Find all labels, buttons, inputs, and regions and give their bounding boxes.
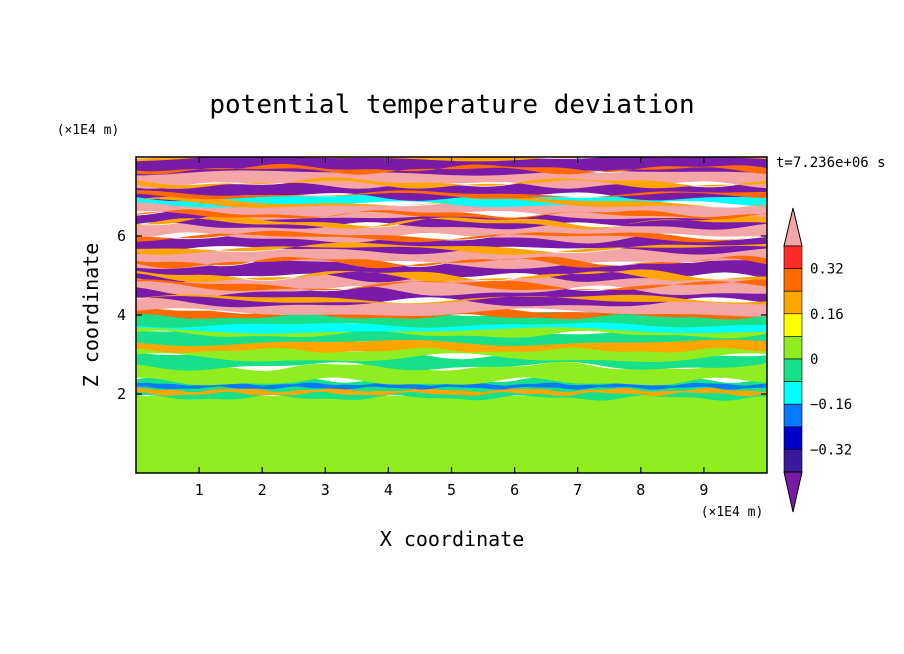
y-tick-label: 6 — [117, 227, 126, 245]
field-layer — [136, 256, 767, 283]
field-eddy — [178, 412, 232, 433]
field-layer — [136, 294, 767, 305]
x-axis-ticks: 1 2 3 4 5 6 7 8 9 — [195, 157, 708, 499]
field-layer — [136, 230, 767, 243]
colorbar-segment — [783, 403, 803, 428]
field-eddy — [619, 414, 676, 431]
colorbar-segment — [783, 358, 803, 382]
field-layer — [136, 196, 767, 208]
x-tick-label: 5 — [447, 481, 456, 499]
x-tick-label: 2 — [258, 481, 267, 499]
colorbar-arrow-bottom — [783, 471, 803, 513]
field-eddy — [222, 427, 277, 447]
colorbar-segment — [783, 245, 803, 269]
field-layer — [136, 215, 767, 230]
colorbar-segment — [783, 313, 803, 337]
field-layer — [136, 255, 767, 269]
field-eddy — [143, 441, 180, 466]
colorbar-segment — [783, 381, 803, 405]
colorbar-tick-label: 0.32 — [810, 262, 844, 278]
field-eddy — [579, 428, 627, 452]
x-tick-label: 9 — [699, 481, 708, 499]
x-tick-label: 4 — [384, 481, 393, 499]
colorbar-tick-label: 0 — [810, 352, 818, 368]
field-eddy — [667, 438, 715, 462]
field-layer — [136, 177, 767, 189]
x-tick-label: 7 — [573, 481, 582, 499]
field-eddy — [405, 409, 448, 434]
field-eddy — [713, 412, 758, 436]
field-layer — [136, 279, 767, 291]
field-layer — [136, 382, 767, 390]
field-eddy — [536, 417, 581, 441]
colorbar-tick-label: 0.16 — [810, 307, 844, 323]
x-axis-label: X coordinate — [380, 527, 525, 551]
field-layer — [136, 163, 767, 175]
field-layer — [136, 387, 767, 397]
colorbar-segment — [783, 268, 803, 292]
y-tick-label: 2 — [117, 385, 126, 403]
field-layer — [136, 242, 767, 255]
y-axis-ticks: 2 4 6 — [117, 227, 767, 403]
field-layer — [136, 269, 767, 283]
field-eddy — [274, 419, 314, 444]
field-eddy — [312, 414, 364, 436]
field-layer — [136, 361, 767, 386]
x-tick-label: 1 — [195, 481, 204, 499]
field-layer — [136, 209, 767, 220]
field-layer — [136, 190, 767, 200]
y-axis-label: Z coordinate — [79, 243, 103, 388]
chart-title: potential temperature deviation — [209, 90, 694, 120]
colorbar-arrow-top — [783, 207, 803, 247]
colorbar-segment — [783, 336, 803, 360]
colorbar-tick-label: −0.16 — [810, 397, 852, 413]
field-eddy — [445, 432, 495, 455]
colorbar-tick-label: −0.32 — [810, 442, 852, 458]
colorbar-segment — [783, 426, 803, 450]
colorbar-segment — [783, 449, 803, 473]
field-eddy — [486, 418, 543, 436]
x-unit-label: (×1E4 m) — [701, 505, 764, 520]
colorbar: 0.32 0.16 0 −0.16 −0.32 — [783, 207, 852, 513]
colorbar-segment — [783, 290, 803, 315]
field-layer — [136, 328, 767, 347]
x-tick-label: 8 — [636, 481, 645, 499]
x-tick-label: 3 — [321, 481, 330, 499]
field-eddy — [354, 437, 410, 456]
x-tick-label: 6 — [510, 481, 519, 499]
field-contours — [136, 157, 767, 473]
y-unit-label: (×1E4 m) — [57, 123, 120, 138]
time-label: t=7.236e+06 s — [776, 155, 886, 171]
y-tick-label: 4 — [117, 306, 126, 324]
field-layer — [136, 243, 767, 269]
